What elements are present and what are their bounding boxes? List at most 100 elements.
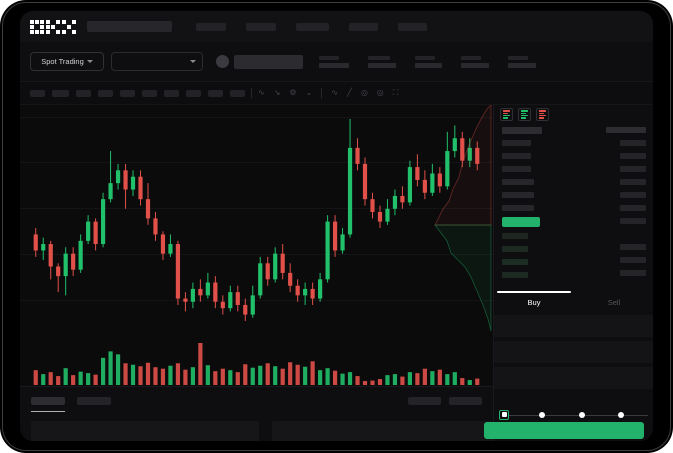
pair-select-dropdown[interactable]: [111, 52, 203, 71]
market-stats: [319, 55, 536, 68]
orderbook-bid-row[interactable]: [502, 259, 528, 265]
timeframe-button-5[interactable]: [120, 89, 135, 97]
pair-name-label: [234, 54, 303, 69]
orderbook-right-row[interactable]: [620, 270, 646, 276]
orderbook-right-row[interactable]: [620, 244, 646, 250]
timeframe-button-3[interactable]: [76, 89, 91, 97]
orders-panel: [20, 386, 493, 441]
stepper-step-2[interactable]: [539, 411, 545, 418]
tab-buy[interactable]: Buy: [494, 291, 574, 313]
orderbook-ask-row[interactable]: [502, 127, 542, 134]
orderbook-right-row[interactable]: [620, 179, 646, 185]
market-stat-1: [319, 55, 349, 68]
orderbook-right-row[interactable]: [620, 192, 646, 198]
price-chart[interactable]: [20, 105, 493, 386]
orderbook-ask-row[interactable]: [502, 205, 534, 211]
nav-item-2[interactable]: [246, 22, 276, 31]
stepper-step-3[interactable]: [579, 411, 585, 418]
orders-action-2[interactable]: [449, 397, 482, 405]
orderbook-highlight-row[interactable]: [502, 217, 540, 227]
timeframe-button-10[interactable]: [230, 89, 245, 97]
fullscreen-icon[interactable]: ⛶: [392, 88, 399, 97]
indicator-icon[interactable]: ∿: [258, 88, 265, 97]
okx-logo[interactable]: [30, 19, 76, 34]
stepper-step-4[interactable]: [618, 411, 624, 418]
timeframe-button-8[interactable]: [186, 89, 201, 97]
stepper-step-1-active[interactable]: [499, 409, 509, 420]
tab-sell[interactable]: Sell: [574, 291, 653, 313]
timeframe-button-4[interactable]: [98, 89, 113, 97]
timeframe-button-1[interactable]: [30, 89, 45, 97]
stat-value: [508, 62, 536, 68]
settings-icon[interactable]: ⚙: [289, 88, 297, 97]
trade-form-field[interactable]: [494, 367, 653, 389]
pair-avatar: [216, 55, 229, 68]
gridline: [20, 117, 493, 118]
orders-action-1[interactable]: [408, 397, 441, 405]
trade-form-field[interactable]: [494, 315, 653, 337]
active-tab-indicator: [497, 291, 571, 293]
nav-item-1[interactable]: [196, 22, 226, 31]
orders-tab-2[interactable]: [77, 397, 111, 405]
spot-trading-dropdown[interactable]: Spot Trading: [30, 52, 104, 71]
toolbar-divider: [321, 88, 323, 98]
timeframe-button-2[interactable]: [52, 89, 69, 97]
orderbook-ask-row[interactable]: [502, 166, 531, 172]
primary-cta-button[interactable]: [484, 422, 644, 439]
gridline: [20, 300, 493, 301]
stat-label: [319, 55, 339, 60]
compare-icon[interactable]: ↘: [273, 88, 281, 97]
orderbook-right-row[interactable]: [620, 166, 646, 172]
orderbook-bid-row[interactable]: [502, 246, 528, 252]
search-input[interactable]: [87, 21, 172, 32]
camera-icon[interactable]: ◎: [360, 88, 368, 97]
book-mode-asks[interactable]: [536, 108, 549, 121]
mode-row: [521, 117, 526, 119]
orderbook-right-row[interactable]: [620, 218, 646, 224]
alert-icon[interactable]: ◎: [376, 88, 384, 97]
market-stat-5: [508, 55, 536, 68]
logo-glyph-o: [30, 19, 44, 34]
gridline: [20, 162, 493, 163]
timeframe-button-7[interactable]: [164, 89, 179, 97]
stat-value: [415, 62, 442, 68]
nav-item-4[interactable]: [349, 22, 378, 31]
nav-item-3[interactable]: [296, 22, 329, 31]
orderbook-right-row[interactable]: [620, 153, 646, 159]
toolbar-divider: [251, 88, 252, 98]
orderbook-right-row[interactable]: [606, 127, 646, 133]
orderbook-right-row[interactable]: [620, 257, 646, 263]
book-mode-both[interactable]: [500, 108, 513, 121]
timeframe-button-9[interactable]: [208, 89, 223, 97]
orderbook-right-row[interactable]: [620, 205, 646, 211]
orderbook-bid-row[interactable]: [502, 233, 528, 239]
mode-row: [503, 117, 508, 119]
stat-label: [368, 55, 390, 60]
orderbook-rows[interactable]: [494, 125, 653, 292]
orders-content-block: [272, 421, 493, 441]
volume-series: [33, 343, 480, 385]
app-screen: Spot Trading ∿ ↘ ⚙ ⌄ ∿ ╱ ◎ ◎ ⛶: [20, 11, 653, 441]
orderbook-ask-row[interactable]: [502, 192, 534, 198]
orderbook-right-row[interactable]: [620, 140, 646, 146]
ruler-icon[interactable]: ╱: [346, 88, 352, 97]
orderbook-ask-row[interactable]: [502, 179, 534, 185]
orderbook-bid-row[interactable]: [502, 272, 528, 278]
mode-row: [503, 115, 510, 117]
book-mode-bids[interactable]: [518, 108, 531, 121]
orderbook-ask-row[interactable]: [502, 140, 531, 146]
trade-form-field[interactable]: [494, 341, 653, 363]
spot-trading-label: Spot Trading: [41, 57, 84, 66]
chevron-down-icon: [86, 60, 93, 63]
trade-form-tabs: Buy Sell: [494, 291, 653, 313]
line-chart-icon[interactable]: ∿: [331, 88, 338, 97]
orders-content-block: [31, 421, 259, 441]
chevron-down-icon[interactable]: ⌄: [305, 88, 313, 97]
timeframe-button-6[interactable]: [142, 89, 157, 97]
market-toolbar: Spot Trading: [20, 42, 653, 82]
depth-chart-overlay: [434, 105, 492, 332]
orders-tab-1[interactable]: [31, 397, 65, 405]
nav-item-5[interactable]: [398, 22, 427, 31]
orderbook-ask-row[interactable]: [502, 153, 531, 159]
